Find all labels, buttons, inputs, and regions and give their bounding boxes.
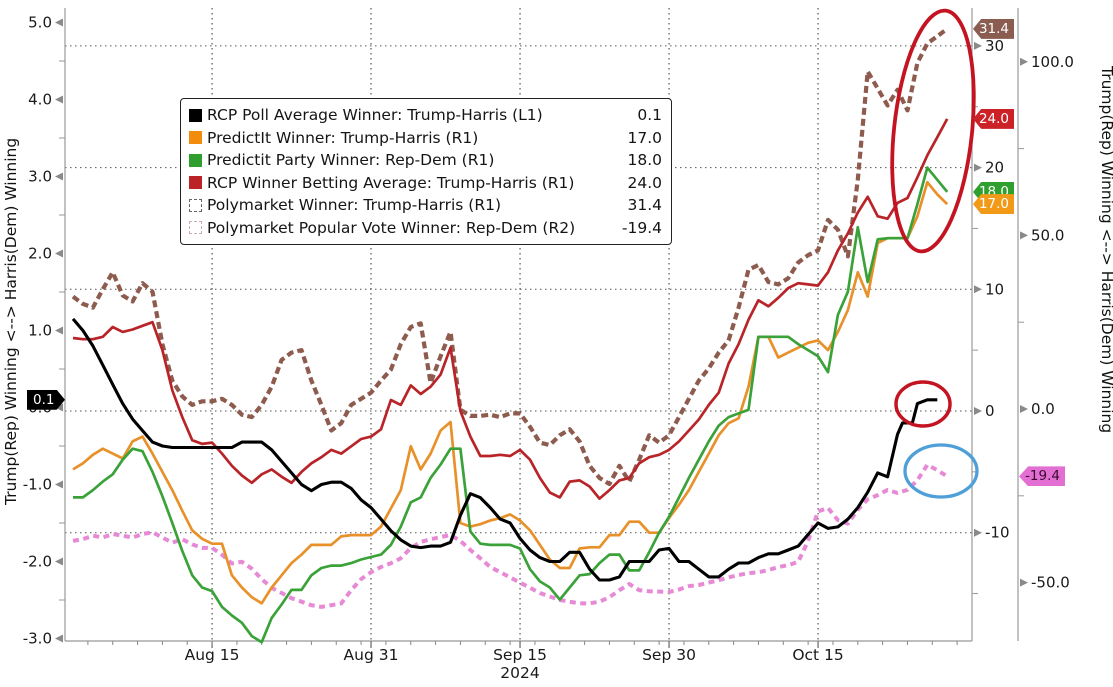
right2-axis-tick-label: 100.0 (1031, 53, 1074, 71)
annotation-ellipse (890, 8, 976, 254)
legend-value: 0.1 (637, 106, 662, 125)
left-axis-tick-arrow (55, 95, 63, 104)
right1-axis-tick-label: 0 (985, 402, 995, 420)
legend-row: Predictit Party Winner: Rep-Dem (R1) 18.0 (189, 149, 662, 172)
series-line (72, 462, 949, 609)
series-line (72, 118, 949, 500)
right1-axis-tick-arrow (974, 407, 982, 415)
right2-axis-tick-label: 0.0 (1031, 400, 1055, 418)
right1-axis-tick-arrow (974, 163, 982, 172)
right2-axis-tick-arrow (1020, 405, 1028, 413)
x-axis-tick-label: Sep 15 (493, 646, 547, 664)
x-axis-tick-label: Sep 30 (642, 646, 696, 664)
legend-swatch-icon (189, 198, 202, 212)
x-axis-tick-label: Oct 15 (792, 646, 843, 664)
series-line (71, 317, 938, 582)
legend-value: 24.0 (627, 173, 662, 192)
series-line (71, 27, 949, 487)
legend-swatch-icon (189, 176, 202, 190)
axis-value-badge: 24.0 (973, 108, 1014, 129)
axis-value-badge: 0.1 (27, 389, 65, 410)
right1-axis-tick-arrow (974, 285, 982, 294)
series-line (72, 180, 949, 605)
legend-swatch-icon (189, 153, 202, 167)
left-axis-tick-arrow (55, 326, 63, 335)
right1-axis-tick-label: 10 (985, 280, 1004, 298)
right2-axis-tick-label: -50.0 (1031, 574, 1070, 592)
left-axis-tick-arrow (55, 557, 63, 566)
left-axis-tick-label: 3.0 (28, 168, 52, 186)
right2-axis-tick-arrow (1020, 578, 1028, 587)
left-axis-tick-arrow (55, 480, 63, 489)
left-axis-tick-arrow (55, 172, 63, 181)
left-axis-tick-label: 5.0 (28, 14, 52, 32)
series-line (73, 166, 949, 644)
right1-axis-tick-label: 20 (985, 159, 1004, 177)
left-axis-tick-label: 4.0 (28, 91, 52, 109)
legend-row: Polymarket Winner: Trump-Harris (R1) 31.4 (189, 194, 662, 217)
legend-label: RCP Winner Betting Average: Trump-Harris… (207, 173, 575, 192)
right1-axis-tick-arrow (974, 41, 982, 50)
left-axis-tick-arrow (55, 403, 63, 412)
legend-label: PredictIt Winner: Trump-Harris (R1) (207, 128, 479, 147)
left-axis-tick-arrow (55, 18, 63, 27)
legend-value: 31.4 (627, 196, 662, 215)
legend: RCP Poll Average Winner: Trump-Harris (L… (180, 98, 672, 245)
legend-label: Polymarket Winner: Trump-Harris (R1) (207, 196, 501, 215)
legend-value: -19.4 (621, 218, 662, 237)
legend-row: PredictIt Winner: Trump-Harris (R1) 17.0 (189, 127, 662, 150)
axis-value-badge: 17.0 (973, 194, 1014, 215)
legend-label: Polymarket Popular Vote Winner: Rep-Dem … (207, 218, 576, 237)
left-axis-tick-label: 1.0 (28, 322, 52, 340)
annotation-ellipse (903, 443, 979, 499)
right2-axis-tick-arrow (1020, 231, 1028, 240)
legend-row: Polymarket Popular Vote Winner: Rep-Dem … (189, 217, 662, 240)
right1-axis-tick-arrow (974, 528, 982, 537)
right2-axis-tick-arrow (1020, 57, 1028, 66)
annotation-ellipse (894, 380, 952, 428)
legend-label: Predictit Party Winner: Rep-Dem (R1) (207, 151, 495, 170)
right-axis-title: Trump(Rep) Winning <--> Harris(Dem) Winn… (1098, 65, 1113, 433)
legend-value: 17.0 (627, 128, 662, 147)
legend-row: RCP Poll Average Winner: Trump-Harris (L… (189, 104, 662, 127)
legend-swatch-icon (189, 221, 202, 235)
right1-axis-tick-label: -10 (985, 524, 1010, 542)
legend-swatch-icon (189, 131, 202, 145)
left-axis-tick-label: -1.0 (23, 476, 52, 494)
legend-value: 18.0 (627, 151, 662, 170)
left-axis-tick-arrow (55, 249, 63, 258)
left-axis-tick-label: 2.0 (28, 245, 52, 263)
axis-value-badge: -19.4 (1019, 466, 1065, 487)
left-axis-tick-label: -3.0 (23, 630, 52, 648)
right2-axis-tick-label: 50.0 (1031, 226, 1064, 244)
x-axis-tick-label: Aug 15 (185, 646, 240, 664)
axis-value-badge: 31.4 (973, 18, 1014, 39)
left-axis-tick-label: -2.0 (23, 553, 52, 571)
x-axis-year-label: 2024 (500, 664, 539, 682)
legend-row: RCP Winner Betting Average: Trump-Harris… (189, 172, 662, 195)
left-axis-title: Trump(Rep) Winning <--> Harris(Dem) Winn… (2, 138, 20, 506)
x-axis-tick-label: Aug 31 (344, 646, 399, 664)
left-axis-tick-arrow (55, 634, 63, 643)
right1-axis-tick-label: 30 (985, 37, 1004, 55)
legend-label: RCP Poll Average Winner: Trump-Harris (L… (207, 106, 543, 125)
legend-swatch-icon (189, 108, 202, 122)
